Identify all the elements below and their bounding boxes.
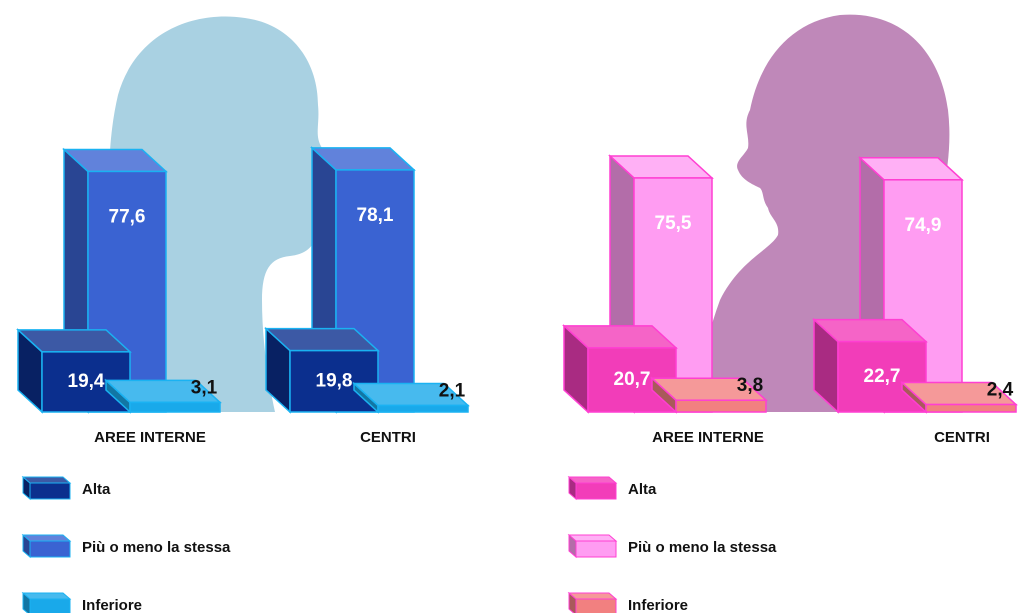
legend-icon-top (567, 534, 618, 542)
value-label: 22,7 (864, 366, 901, 387)
legend-item: Inferiore (567, 591, 688, 613)
bar (925, 403, 1017, 413)
value-label: 74,9 (905, 215, 942, 236)
legend-label: Inferiore (628, 597, 688, 613)
legend-icon-top (21, 476, 72, 484)
category-label: AREE INTERNE (652, 429, 764, 446)
legend-icon (575, 540, 617, 558)
legend-icon (575, 482, 617, 500)
legend-icon-top (21, 592, 72, 600)
bar (675, 399, 767, 413)
legend-item: Inferiore (21, 591, 142, 613)
bar (837, 340, 927, 413)
legend-label: Più o meno la stessa (82, 539, 231, 556)
value-label: 19,8 (316, 370, 353, 391)
legend-label: Alta (82, 481, 111, 498)
bar (377, 404, 469, 413)
value-label: 2,4 (987, 380, 1014, 401)
legend-icon-top (21, 534, 72, 542)
legend-label: Inferiore (82, 597, 142, 613)
value-label: 19,4 (68, 371, 105, 392)
legend-icon-top (567, 476, 618, 484)
legend-item: Alta (567, 475, 657, 501)
legend-icon (29, 482, 71, 500)
legend-label: Alta (628, 481, 657, 498)
value-label: 78,1 (357, 205, 394, 226)
value-label: 2,1 (439, 381, 466, 402)
category-label: CENTRI (934, 429, 990, 446)
legend-icon-top (567, 592, 618, 600)
bar (289, 349, 379, 413)
legend-icon (575, 598, 617, 613)
bar (129, 401, 221, 413)
legend-item: Alta (21, 475, 111, 501)
value-label: 3,8 (737, 375, 763, 396)
legend-item: Più o meno la stessa (21, 533, 231, 559)
value-label: 75,5 (655, 213, 692, 234)
legend-icon (29, 598, 71, 613)
legend-item: Più o meno la stessa (567, 533, 777, 559)
legend-label: Più o meno la stessa (628, 539, 777, 556)
legend-icon (29, 540, 71, 558)
value-label: 3,1 (191, 377, 218, 398)
value-label: 20,7 (614, 369, 651, 390)
value-label: 77,6 (109, 206, 146, 227)
category-label: AREE INTERNE (94, 429, 206, 446)
category-label: CENTRI (360, 429, 416, 446)
